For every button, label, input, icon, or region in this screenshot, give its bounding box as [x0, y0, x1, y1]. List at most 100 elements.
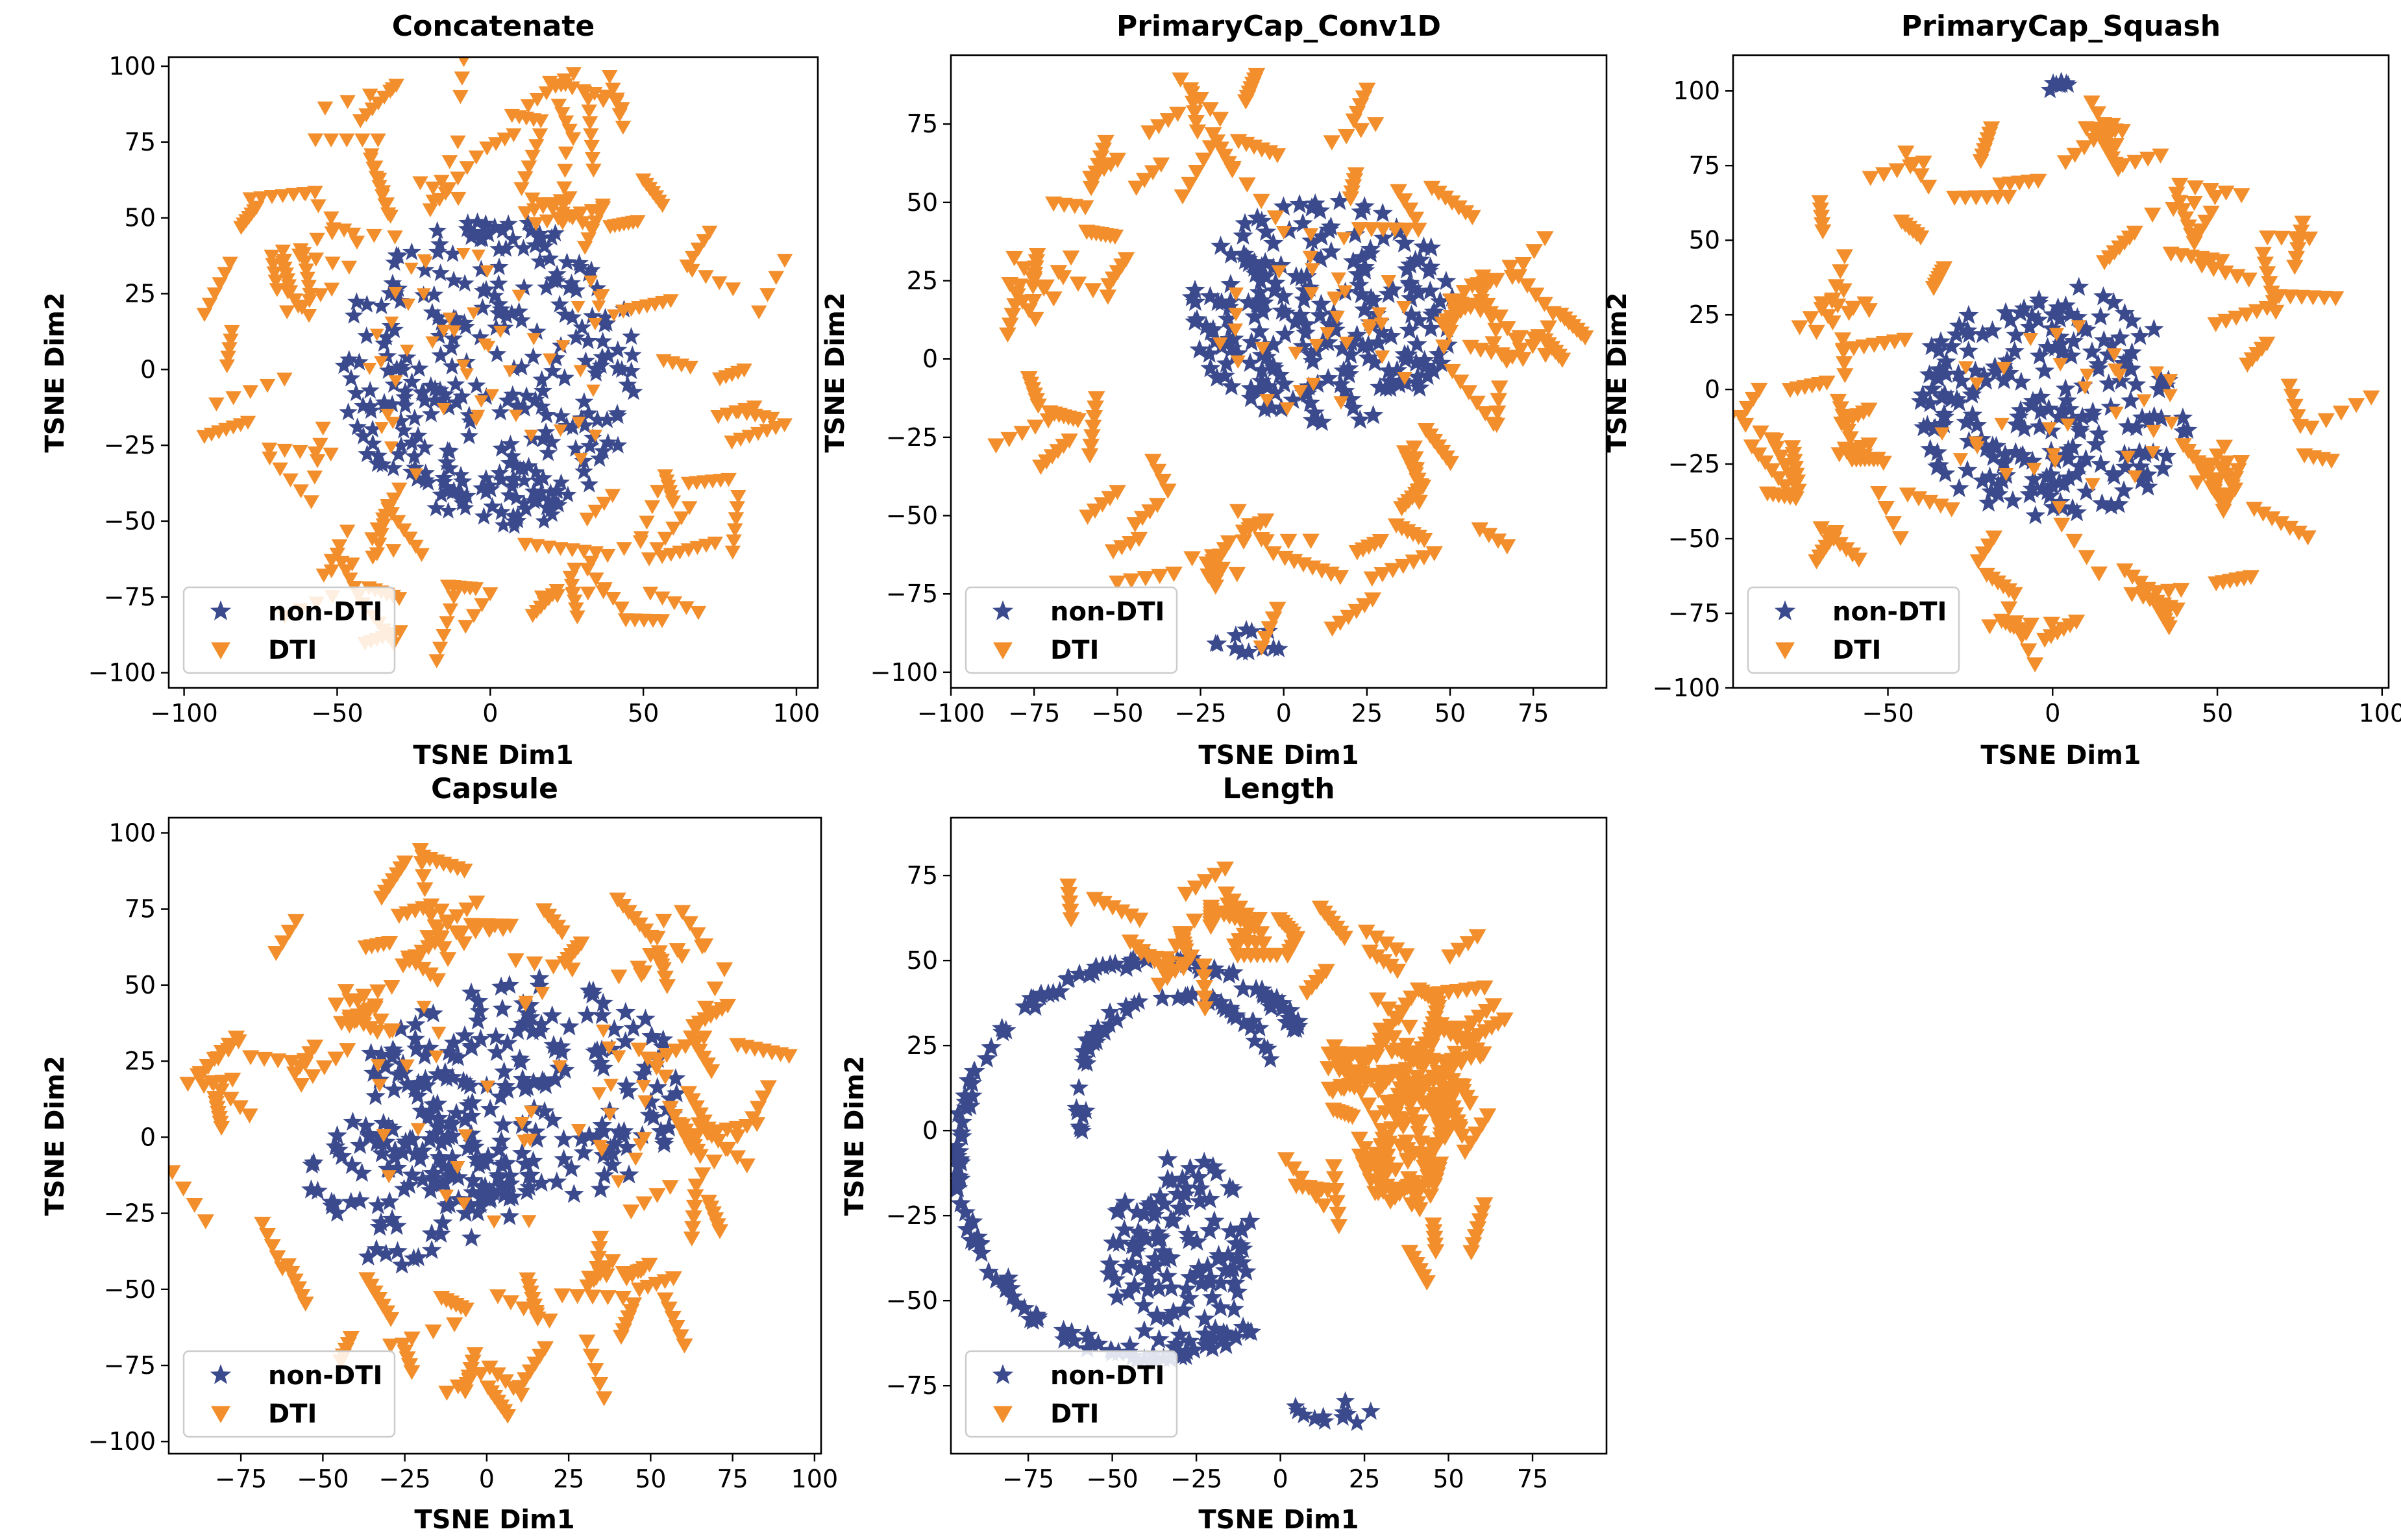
dti-point [208, 397, 225, 411]
dti-point [1121, 935, 1139, 950]
dti-point [750, 305, 767, 320]
legend: non-DTI DTI [182, 1350, 396, 1438]
non-dti-point [1946, 324, 1967, 344]
dti-point [521, 160, 537, 175]
dti-point [1319, 1061, 1337, 1077]
non-dti-point [436, 1195, 456, 1215]
panel-title: PrimaryCap_Conv1D [1116, 10, 1441, 43]
non-dti-point [598, 433, 618, 451]
non-dti-point [1118, 1282, 1139, 1302]
dti-point [605, 82, 621, 97]
dti-point [1229, 504, 1247, 520]
non-dti-point [2030, 386, 2051, 406]
legend-triangle-icon [211, 642, 230, 659]
non-dti-point [1242, 1012, 1262, 1031]
dti-point [519, 1272, 536, 1288]
dti-point [396, 855, 413, 871]
non-dti-point [1920, 393, 1941, 413]
non-dti-point [1221, 244, 1242, 264]
dti-point [1893, 214, 1910, 230]
dti-point [571, 300, 585, 313]
dti-point [1001, 317, 1019, 333]
non-dti-point [1105, 1269, 1126, 1289]
dti-point [169, 1165, 181, 1180]
non-dti-point [384, 1147, 405, 1166]
dti-point [458, 620, 474, 634]
non-dti-point [1347, 1412, 1367, 1431]
non-dti-point [539, 491, 558, 508]
y-tick-label: 75 [907, 110, 938, 138]
non-dti-point [454, 491, 472, 507]
dti-point [1865, 452, 1883, 467]
non-dti-point [1233, 1316, 1253, 1336]
dti-point [1544, 306, 1562, 322]
non-dti-point [389, 445, 408, 463]
non-dti-point [958, 1069, 979, 1090]
dti-point [272, 462, 288, 477]
non-dti-point [531, 1014, 552, 1033]
non-dti-point [405, 1029, 426, 1048]
non-dti-point [1103, 1232, 1124, 1252]
non-dti-point [1146, 1306, 1167, 1326]
non-dti-point [421, 1223, 442, 1243]
non-dti-point [523, 1021, 543, 1041]
dti-point [514, 1116, 530, 1131]
dti-point [1791, 320, 1808, 336]
legend-label-non-dti: non-DTI [1832, 597, 1947, 627]
non-dti-point [567, 328, 585, 346]
non-dti-point [461, 982, 482, 1002]
non-dti-point [1294, 1405, 1314, 1424]
non-dti-point [361, 397, 380, 415]
dti-point [282, 473, 299, 487]
non-dti-point [421, 376, 441, 394]
dti-point [339, 1043, 356, 1058]
dti-point [1897, 145, 1915, 161]
non-dti-point [405, 408, 425, 426]
non-dti-point [986, 1269, 1007, 1289]
non-dti-point [430, 326, 449, 345]
dti-point [1369, 992, 1387, 1008]
dti-point [304, 1069, 322, 1084]
non-dti-point [1290, 304, 1311, 324]
dti-point [442, 312, 457, 325]
non-dti-point [2144, 406, 2165, 425]
dti-point [1888, 163, 1906, 178]
non-dti-point [1237, 620, 1256, 638]
dti-point [221, 342, 238, 356]
non-dti-point [1420, 280, 1440, 300]
dti-point [523, 1133, 538, 1147]
dti-point [1410, 1126, 1428, 1142]
dti-point [1303, 287, 1320, 300]
non-dti-point [608, 435, 628, 454]
non-dti-point [504, 507, 523, 524]
dti-point [1026, 312, 1044, 328]
dti-point [526, 333, 541, 346]
plot-frame [167, 56, 819, 689]
scatter-points [987, 67, 1594, 661]
non-dti-point [524, 347, 543, 365]
non-dti-point [1924, 418, 1945, 437]
non-dti-point [499, 975, 520, 994]
non-dti-point [2030, 401, 2051, 421]
y-tick-label: −50 [104, 1275, 156, 1304]
dti-point [1460, 385, 1478, 400]
non-dti-point [2039, 398, 2059, 418]
dti-point [1404, 1106, 1422, 1123]
dti-point [728, 1150, 746, 1166]
dti-point [1530, 329, 1548, 345]
dti-point [1325, 1159, 1343, 1175]
dti-point [1015, 261, 1033, 276]
dti-point [676, 1338, 693, 1354]
non-dti-point [1985, 356, 2005, 376]
non-dti-point [1941, 389, 1962, 408]
non-dti-point [1980, 466, 2000, 486]
dti-point [2218, 455, 2235, 471]
non-dti-point [615, 1031, 635, 1051]
dti-point [1141, 504, 1159, 520]
dti-point [439, 616, 455, 630]
non-dti-point [519, 1177, 539, 1196]
dti-point [436, 629, 452, 643]
non-dti-point [1272, 992, 1292, 1012]
dti-point [408, 539, 424, 554]
dti-point [2237, 307, 2256, 323]
